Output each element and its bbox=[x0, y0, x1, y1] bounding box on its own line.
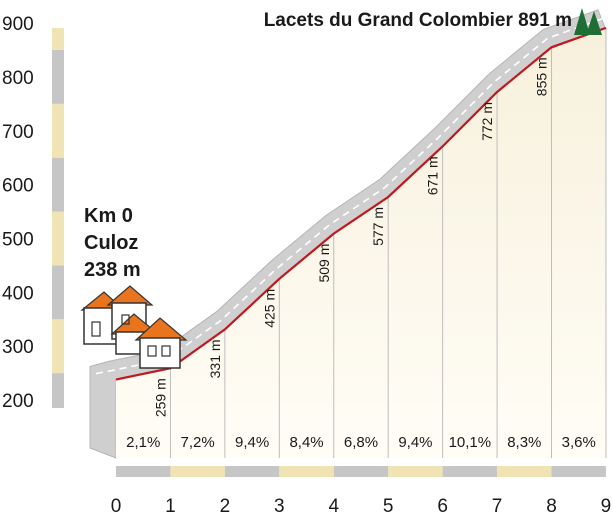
altitude-label: 425 m bbox=[261, 289, 277, 328]
altitude-label: 855 m bbox=[534, 57, 550, 96]
profile-area bbox=[115, 26, 607, 459]
y-tick-label: 500 bbox=[2, 229, 34, 250]
y-band bbox=[52, 157, 64, 212]
y-band bbox=[52, 49, 64, 104]
x-band bbox=[116, 466, 171, 477]
gradient-label: 3,6% bbox=[562, 434, 596, 451]
gradient-labels: 2,1% 7,2% 9,4% 8,4% 6,8% 9,4% 10,1% 8,3% 3,6% bbox=[126, 434, 596, 451]
x-band bbox=[551, 466, 606, 477]
profile-line bbox=[115, 26, 607, 381]
altitude-label: 259 m bbox=[152, 378, 168, 417]
x-tick-label: 7 bbox=[492, 496, 503, 517]
y-tick-label: 200 bbox=[2, 391, 34, 412]
y-tick-label: 900 bbox=[2, 14, 34, 35]
y-band bbox=[52, 103, 64, 158]
y-tick-label: 800 bbox=[2, 68, 34, 89]
x-tick-label: 1 bbox=[165, 496, 176, 517]
gradient-label: 9,4% bbox=[398, 434, 432, 451]
x-tick-label: 8 bbox=[546, 496, 557, 517]
altitude-label: 772 m bbox=[479, 102, 495, 141]
x-band bbox=[442, 466, 498, 477]
start-km: Km 0 bbox=[84, 205, 133, 227]
gradient-label: 6,8% bbox=[344, 434, 378, 451]
altitude-label: 509 m bbox=[316, 244, 332, 283]
summit-trees-icon bbox=[574, 8, 602, 35]
profile-fill bbox=[116, 27, 606, 459]
y-band bbox=[52, 373, 64, 408]
start-altitude: 238 m bbox=[84, 259, 141, 281]
x-band bbox=[333, 466, 389, 477]
gradient-label: 2,1% bbox=[126, 434, 160, 451]
altitude-label: 331 m bbox=[207, 339, 223, 378]
altitude-label: 671 m bbox=[425, 156, 441, 195]
y-tick-label: 300 bbox=[2, 337, 34, 358]
start-place: Culoz bbox=[84, 232, 138, 254]
x-tick-label: 3 bbox=[274, 496, 285, 517]
x-band bbox=[279, 466, 334, 477]
x-tick-label: 5 bbox=[383, 496, 394, 517]
x-tick-label: 6 bbox=[437, 496, 448, 517]
x-band bbox=[497, 466, 552, 477]
x-tick-label: 4 bbox=[328, 496, 339, 517]
y-band bbox=[52, 211, 64, 266]
gradient-label: 10,1% bbox=[449, 434, 492, 451]
gradient-label: 8,4% bbox=[289, 434, 323, 451]
gradient-label: 7,2% bbox=[181, 434, 215, 451]
y-band bbox=[52, 265, 64, 320]
chart-title: Lacets du Grand Colombier 891 m bbox=[264, 10, 572, 31]
y-tick-label: 400 bbox=[2, 283, 34, 304]
y-band bbox=[52, 319, 64, 374]
y-band bbox=[52, 28, 64, 50]
x-axis: 0 1 2 3 4 5 6 7 8 9 bbox=[111, 466, 612, 517]
village-houses-icon bbox=[80, 285, 188, 369]
altitude-label: 577 m bbox=[370, 207, 386, 246]
gradient-label: 8,3% bbox=[507, 434, 541, 451]
x-band bbox=[388, 466, 443, 477]
y-tick-label: 700 bbox=[2, 122, 34, 143]
x-band bbox=[224, 466, 280, 477]
altitude-labels: 259 m 331 m 425 m 509 m 577 m 671 m 772 m 855 m bbox=[152, 57, 549, 417]
x-tick-label: 2 bbox=[220, 496, 231, 517]
x-band bbox=[170, 466, 225, 477]
y-axis: 200 300 400 500 600 700 800 900 bbox=[2, 14, 64, 412]
x-tick-label: 9 bbox=[601, 496, 612, 517]
x-tick-label: 0 bbox=[111, 496, 122, 517]
gradient-label: 9,4% bbox=[235, 434, 269, 451]
y-tick-label: 600 bbox=[2, 176, 34, 197]
